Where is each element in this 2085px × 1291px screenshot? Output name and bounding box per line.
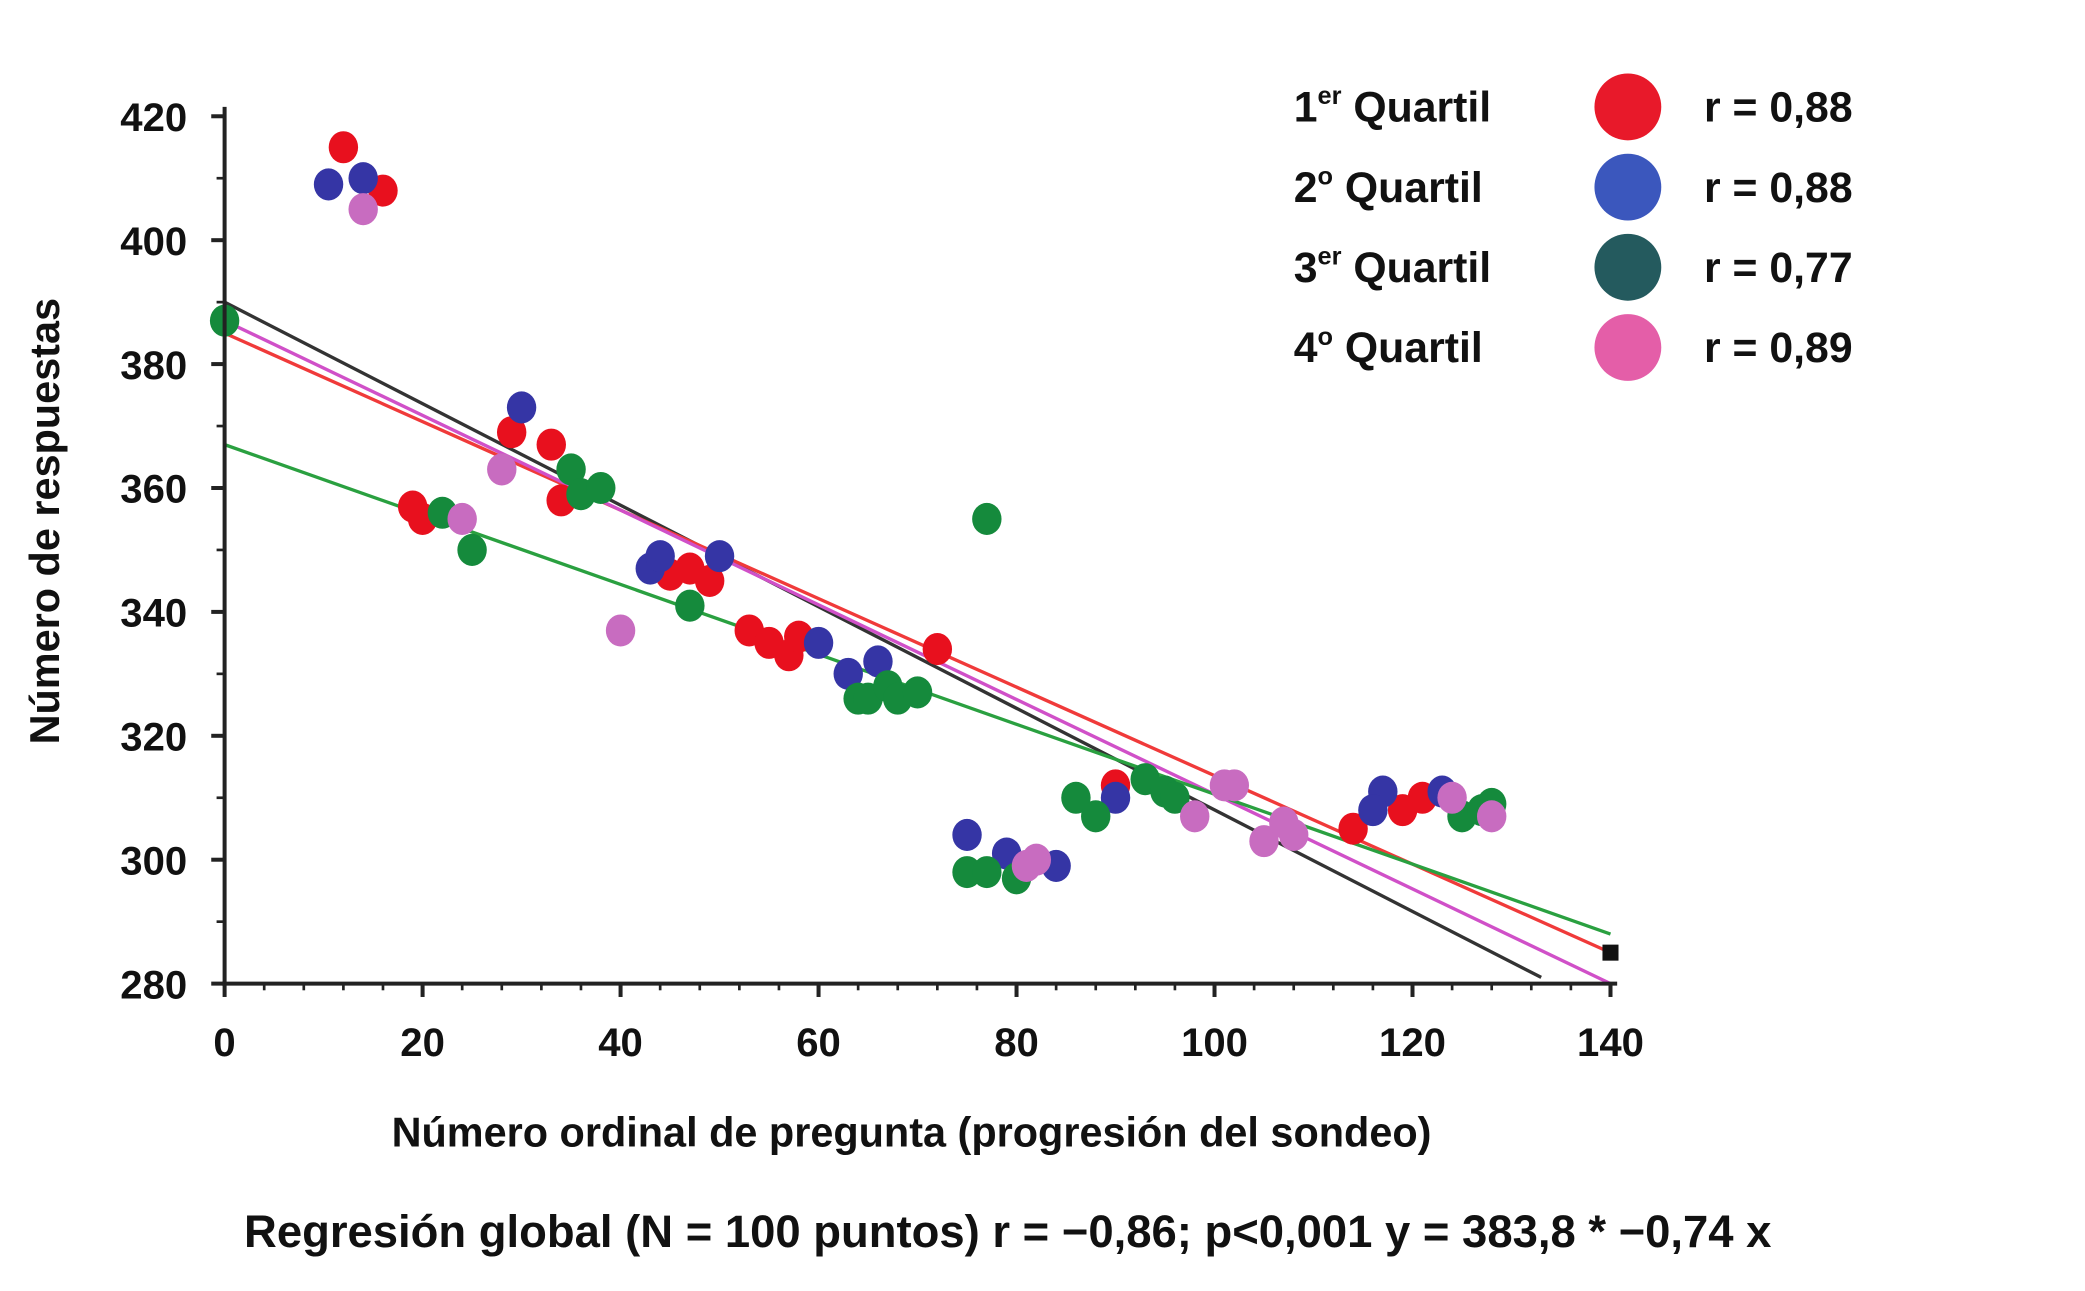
data-point-quartile-2 <box>833 657 863 690</box>
x-tick-label: 120 <box>1379 1021 1446 1065</box>
y-tick-label: 420 <box>120 96 187 140</box>
legend-label: 4o Quartil <box>1294 323 1483 372</box>
legend-r-value: r = 0,88 <box>1704 84 1853 132</box>
data-point-quartile-2 <box>704 540 735 573</box>
x-tick-label: 40 <box>598 1021 643 1065</box>
data-point-quartile-2 <box>1358 794 1388 827</box>
data-point-quartile-2 <box>952 818 982 851</box>
data-point-quartile-1 <box>922 633 953 666</box>
legend-marker <box>1594 153 1662 221</box>
data-point-quartile-3 <box>1061 781 1091 814</box>
data-point-quartile-3 <box>1081 800 1111 833</box>
data-point-quartile-3 <box>902 676 933 709</box>
legend-r-value: r = 0,89 <box>1704 324 1853 372</box>
y-tick-label: 300 <box>120 839 187 883</box>
legend-label: 1er Quartil <box>1294 82 1491 131</box>
regression-line <box>223 300 1542 979</box>
regression-line <box>223 331 1612 955</box>
x-tick-label: 60 <box>796 1021 841 1065</box>
data-point-quartile-4 <box>348 193 378 226</box>
data-point-quartile-1 <box>496 416 527 449</box>
data-point-quartile-3 <box>586 471 616 505</box>
y-tick-label: 340 <box>120 592 187 636</box>
data-point-quartile-4 <box>1249 825 1279 858</box>
x-tick-label: 20 <box>400 1021 445 1065</box>
y-tick-label: 280 <box>120 963 187 1007</box>
data-points <box>209 131 1619 961</box>
y-tick-label: 360 <box>120 468 187 512</box>
data-point-quartile-2 <box>506 391 537 424</box>
data-point-quartile-2 <box>863 645 893 678</box>
x-axis-label: Número ordinal de pregunta (progresión d… <box>392 1110 1432 1156</box>
legend-item: 2o Quartil r = 0,88 <box>1294 153 1853 221</box>
data-point-quartile-2 <box>803 626 834 659</box>
data-point-quartile-1 <box>1338 812 1368 845</box>
data-point-quartile-4 <box>1279 818 1309 851</box>
data-point-quartile-1 <box>536 428 566 461</box>
data-point-quartile-2 <box>1100 781 1131 814</box>
y-tick-label: 320 <box>120 716 187 760</box>
legend-item: 3er Quartil r = 0,77 <box>1294 233 1853 301</box>
x-tick-label: 140 <box>1577 1021 1644 1065</box>
regression-lines <box>223 300 1612 986</box>
data-point-quartile-1 <box>328 131 359 164</box>
data-point-quartile-4 <box>605 614 636 647</box>
legend-label: 3er Quartil <box>1294 243 1491 292</box>
data-point-quartile-4 <box>1219 769 1250 802</box>
data-point-quartile-4 <box>487 453 517 486</box>
legend: 1er Quartil r = 0,88 2o Quartil r = 0,88 3er… <box>1294 73 1853 381</box>
data-point-quartile-2 <box>313 168 344 201</box>
legend-marker <box>1594 314 1662 381</box>
legend-r-value: r = 0,88 <box>1704 164 1853 212</box>
y-tick-label: 380 <box>120 344 187 388</box>
data-point-quartile-1 <box>694 564 725 597</box>
caption: Regresión global (N = 100 puntos) r = −0… <box>244 1206 1771 1257</box>
data-point-quartile-4 <box>1021 843 1052 876</box>
ticks: 0 20 40 60 80 100 120 140 280 300 320 340 360 380 400 4… <box>120 96 1644 1065</box>
regression-line <box>223 319 1612 986</box>
data-point-quartile-3 <box>457 533 487 566</box>
legend-item: 4o Quartil r = 0,89 <box>1294 314 1853 381</box>
legend-label: 2o Quartil <box>1294 162 1483 211</box>
legend-marker <box>1594 73 1662 141</box>
y-tick-label: 400 <box>120 220 187 264</box>
axes <box>221 106 1618 986</box>
data-point-quartile-2 <box>645 540 675 573</box>
x-tick-label: 0 <box>213 1021 235 1065</box>
data-point-quartile-2 <box>348 162 378 195</box>
end-marker <box>1602 944 1619 961</box>
data-point-quartile-4 <box>1437 781 1467 814</box>
legend-marker <box>1594 233 1662 301</box>
x-tick-label: 100 <box>1181 1021 1248 1065</box>
data-point-quartile-3 <box>1160 781 1190 814</box>
data-point-quartile-4 <box>1476 800 1507 833</box>
legend-item: 1er Quartil r = 0,88 <box>1294 73 1853 141</box>
data-point-quartile-3 <box>972 856 1002 889</box>
y-axis-label: Número de respuestas <box>22 298 68 744</box>
legend-r-value: r = 0,77 <box>1704 244 1853 292</box>
data-point-quartile-3 <box>556 453 586 486</box>
x-tick-label: 80 <box>994 1021 1039 1065</box>
data-point-quartile-3 <box>675 589 705 622</box>
data-point-quartile-4 <box>1180 800 1210 833</box>
data-point-quartile-4 <box>447 502 477 536</box>
data-point-quartile-3 <box>972 502 1002 536</box>
